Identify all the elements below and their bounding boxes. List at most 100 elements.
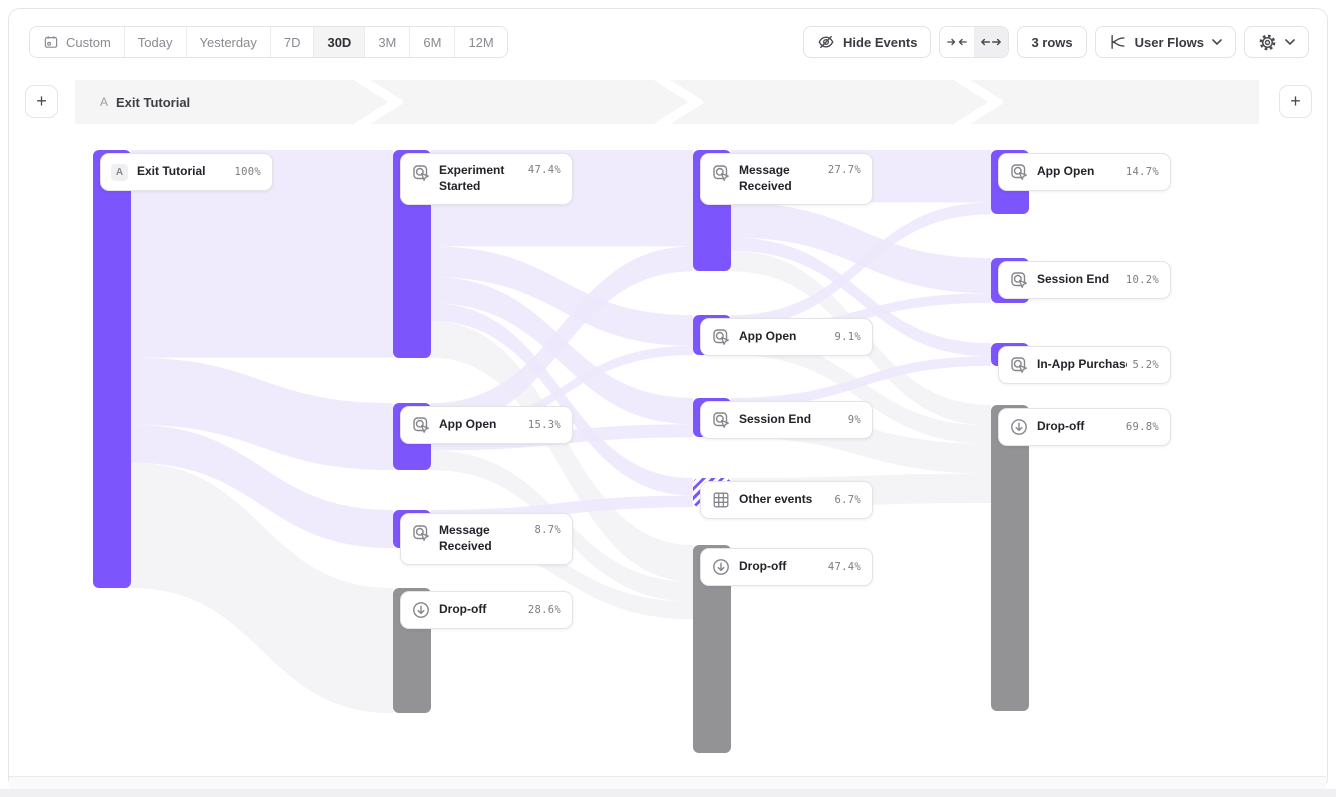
click-event-icon	[1009, 355, 1029, 375]
rows-label: 3 rows	[1031, 34, 1073, 50]
sankey-node-bar-drop-off[interactable]	[991, 404, 1029, 711]
calendar-icon	[43, 34, 59, 50]
add-step-right-button[interactable]: +	[1279, 85, 1312, 118]
sankey-node-card-app-open[interactable]: App Open 15.3%	[400, 406, 573, 445]
node-percent: 15.3%	[527, 419, 561, 432]
node-label: Session End	[739, 412, 812, 427]
step-badge: A	[100, 95, 109, 109]
node-label: Message Received	[439, 523, 492, 553]
date-range-7d[interactable]: 7D	[269, 27, 314, 57]
sankey-node-card-in-app-purchase[interactable]: In-App Purchase 5.2%	[998, 346, 1171, 385]
sankey-flow-link[interactable]	[131, 150, 393, 358]
other-events-icon	[711, 490, 731, 510]
sankey-node-card-message-received[interactable]: Message Received 27.7%	[700, 153, 873, 205]
hide-events-button[interactable]: Hide Events	[803, 26, 932, 58]
date-range-label: Custom	[66, 34, 111, 50]
node-label: Experiment Started	[439, 163, 505, 193]
view-label: User Flows	[1134, 34, 1204, 50]
sankey-node-bar-exit-tutorial[interactable]	[93, 150, 131, 588]
sankey-node-card-exit-tutorial[interactable]: A Exit Tutorial 100%	[100, 153, 273, 191]
drop-off-icon	[711, 557, 731, 577]
step-chevron-icon	[654, 80, 703, 124]
node-percent: 10.2%	[1125, 274, 1159, 287]
click-event-icon	[711, 410, 731, 430]
node-percent: 100%	[234, 166, 261, 178]
node-percent: 14.7%	[1125, 166, 1159, 178]
sankey-node-card-drop-off[interactable]: Drop-off 69.8%	[998, 407, 1171, 446]
date-range-today[interactable]: Today	[123, 27, 186, 57]
node-percent: 27.7%	[827, 164, 861, 176]
node-label: Other events	[739, 492, 813, 507]
sankey-flow-link[interactable]	[431, 246, 693, 429]
sankey-flow-link[interactable]	[131, 462, 393, 714]
click-event-icon	[1009, 162, 1029, 182]
node-percent: 69.8%	[1125, 420, 1159, 433]
sankey-node-card-drop-off[interactable]: Drop-off 28.6%	[400, 591, 573, 629]
click-event-icon	[711, 327, 731, 347]
eye-off-icon	[817, 33, 835, 51]
step-header-label[interactable]: A Exit Tutorial	[100, 80, 190, 124]
chevron-down-icon	[1285, 39, 1295, 45]
node-percent: 28.6%	[527, 604, 561, 616]
sankey-node-card-other-events[interactable]: Other events 6.7%	[700, 481, 873, 520]
sankey-node-card-drop-off[interactable]: Drop-off 47.4%	[700, 548, 873, 587]
node-label: App Open	[439, 417, 497, 432]
settings-button[interactable]	[1244, 26, 1309, 58]
rows-button[interactable]: 3 rows	[1017, 26, 1087, 58]
sankey-flow-link[interactable]	[731, 237, 991, 357]
date-range-custom[interactable]: Custom	[30, 27, 124, 57]
sankey-node-card-session-end[interactable]: Session End 9%	[700, 400, 873, 439]
sankey-node-card-session-end[interactable]: Session End 10.2%	[998, 261, 1171, 300]
add-step-left-button[interactable]: +	[25, 85, 58, 118]
node-percent: 5.2%	[1132, 359, 1159, 372]
chart-flows-icon	[1109, 33, 1127, 51]
sankey-flow-link[interactable]	[731, 202, 991, 294]
node-label: App Open	[1037, 164, 1095, 179]
node-percent: 47.4%	[527, 164, 561, 176]
expand-columns-button[interactable]	[974, 27, 1009, 57]
node-label: In-App Purchase	[1037, 357, 1127, 372]
drop-off-icon	[1009, 417, 1029, 437]
sankey-flow-link[interactable]	[131, 357, 393, 471]
toolbar: Custom Today Yesterday 7D 30D 3M 6M 12M …	[29, 26, 1309, 58]
date-range-yesterday[interactable]: Yesterday	[185, 27, 270, 57]
sankey-flow-link[interactable]	[431, 320, 693, 582]
sankey-flow-link[interactable]	[431, 345, 693, 438]
click-event-icon	[411, 415, 431, 435]
step-chevron-icon	[354, 80, 403, 124]
node-label: App Open	[739, 329, 797, 344]
collapse-columns-button[interactable]	[940, 27, 975, 57]
sankey-flow-link[interactable]	[131, 424, 393, 549]
click-event-icon	[711, 163, 731, 183]
sankey-flow-link[interactable]	[731, 356, 991, 408]
sankey-flow-link[interactable]	[431, 303, 693, 496]
date-range-12m[interactable]: 12M	[454, 27, 507, 57]
node-percent: 9%	[847, 413, 861, 426]
drop-off-icon	[411, 600, 431, 620]
date-range-30d[interactable]: 30D	[313, 27, 365, 57]
gear-icon	[1258, 33, 1277, 52]
sankey-flow-link[interactable]	[731, 336, 991, 444]
sankey-node-card-message-received[interactable]: Message Received 8.7%	[400, 513, 573, 566]
date-range-3m[interactable]: 3M	[364, 27, 410, 57]
sankey-node-card-app-open[interactable]: App Open 9.1%	[700, 318, 873, 357]
arrows-collapse-icon	[947, 37, 968, 47]
click-event-icon	[1009, 270, 1029, 290]
sankey-flow-link[interactable]	[431, 277, 693, 425]
sankey-node-card-experiment-started[interactable]: Experiment Started 47.4%	[400, 153, 573, 205]
sankey-flow-link[interactable]	[431, 246, 693, 346]
sankey-flow-link[interactable]	[731, 202, 991, 327]
step-header-band: A Exit Tutorial	[75, 80, 1259, 124]
click-event-icon	[411, 163, 431, 183]
date-range-6m[interactable]: 6M	[409, 27, 455, 57]
arrows-expand-icon	[981, 37, 1002, 47]
plus-icon: +	[36, 91, 47, 111]
plus-icon: +	[1290, 91, 1301, 111]
sankey-node-card-app-open[interactable]: App Open 14.7%	[998, 153, 1171, 191]
view-selector-button[interactable]: User Flows	[1094, 26, 1236, 58]
node-percent: 47.4%	[827, 561, 861, 574]
node-label: Message Received	[739, 163, 792, 193]
width-toggle-group	[939, 26, 1010, 58]
node-label: Session End	[1037, 272, 1110, 287]
date-range-group: Custom Today Yesterday 7D 30D 3M 6M 12M	[29, 26, 508, 58]
